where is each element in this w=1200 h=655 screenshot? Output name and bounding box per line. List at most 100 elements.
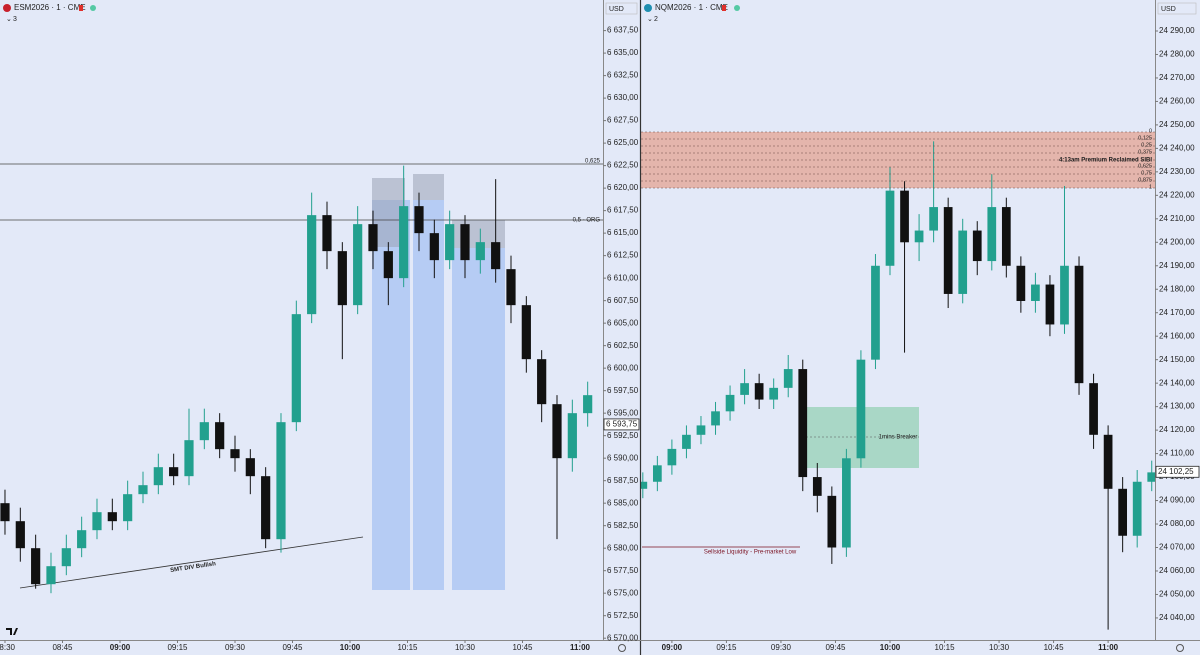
candles [0, 131, 1155, 630]
x-tick-label: 11:00 [1098, 643, 1119, 652]
candle-body [943, 207, 953, 294]
y-tick-label: 24 260,00 [1159, 97, 1195, 106]
y-tick-label: 6 587,50 [607, 476, 639, 485]
candle-body [521, 305, 531, 360]
x-tick-label: 10:30 [455, 643, 476, 652]
x-tick-label: 11:00 [570, 643, 591, 652]
y-tick-label: 6 570,00 [607, 633, 639, 642]
candle-body [1045, 284, 1055, 325]
y-tick-label: 6 637,50 [607, 26, 639, 35]
currency-box[interactable] [605, 2, 638, 15]
candle-body [1147, 472, 1155, 482]
fib-level-label: 0 [1149, 128, 1152, 134]
candle-body [871, 265, 880, 360]
candle-body [15, 521, 25, 549]
x-tick-label: 10:00 [340, 643, 361, 652]
x-tick-label: 09:00 [110, 643, 131, 652]
y-tick-label: 6 617,50 [607, 206, 639, 215]
candle-body [506, 269, 516, 306]
candle-body [972, 230, 982, 262]
candle-body [827, 495, 837, 548]
y-tick-label: 6 577,50 [607, 566, 639, 575]
candle-body [245, 458, 255, 477]
fib-level-label: 0,875 [1138, 177, 1152, 183]
y-tick-label: 6 572,50 [607, 611, 639, 620]
x-tick-label: 10:00 [880, 643, 901, 652]
symbol-icon [3, 4, 11, 12]
indicator-count: 3 [13, 16, 17, 23]
y-tick-label: 6 632,50 [607, 71, 639, 80]
y-tick-label: 24 180,00 [1159, 284, 1195, 293]
candle-body [1103, 434, 1113, 489]
candle-body [740, 383, 749, 395]
candle-body [1016, 265, 1026, 301]
candle-body [291, 314, 301, 423]
breaker-label: 1mins Breaker [879, 435, 918, 441]
candle-body [1089, 383, 1098, 435]
price-axis [1155, 0, 1200, 640]
candle-body [652, 465, 662, 482]
price-axis [603, 0, 640, 640]
x-tick-label: 09:45 [282, 643, 303, 652]
fib-level-label: 0,25 [1141, 142, 1152, 148]
candle-body [552, 404, 562, 459]
candle-body [711, 411, 720, 426]
y-tick-label: 24 230,00 [1159, 167, 1195, 176]
x-tick-label: 10:15 [935, 643, 956, 652]
candle-body [77, 530, 87, 549]
y-tick-label: 24 050,00 [1159, 590, 1195, 599]
candle-body [475, 242, 485, 261]
last-price-label: 6 593,75 [606, 420, 638, 429]
y-tick-label: 6 597,50 [607, 386, 639, 395]
y-tick-label: 6 602,50 [607, 341, 639, 350]
fib-level-label: 0,625 [1138, 163, 1152, 169]
candle-body [460, 224, 470, 261]
candle-body [184, 440, 194, 477]
symbol: NQM2026 · 1 · CME [655, 3, 728, 12]
symbol-icon [644, 4, 652, 12]
y-tick-label: 6 592,50 [607, 431, 639, 440]
range-box [413, 174, 444, 200]
candle-body [322, 215, 332, 252]
candle-body [169, 467, 179, 477]
flag-icon [722, 5, 726, 11]
x-tick-label: 08:45 [52, 643, 73, 652]
candle-body [491, 242, 501, 270]
x-tick-label: 09:30 [771, 643, 792, 652]
x-tick-label: 08:30 [0, 643, 16, 652]
indicator-count: 2 [654, 16, 658, 23]
x-tick-label: 10:45 [512, 643, 533, 652]
settings-icon[interactable] [1176, 644, 1184, 652]
candle-body [641, 481, 648, 489]
x-tick-label: 10:30 [989, 643, 1010, 652]
y-tick-label: 24 140,00 [1159, 378, 1195, 387]
status-dot [734, 5, 740, 11]
candle-body [353, 224, 363, 306]
fib-level-label: 1 [1149, 184, 1152, 190]
candle-body [567, 413, 577, 459]
candle-body [583, 395, 593, 414]
position-box [413, 200, 444, 590]
symbol: ESM2026 · 1 · CME [14, 3, 86, 12]
candle-body [725, 394, 735, 412]
candle-body [1074, 265, 1084, 384]
currency-box[interactable] [1157, 2, 1197, 15]
axes: 6 570,00 6 572,50 6 575,00 6 577,50 6 580,00… [0, 26, 1200, 652]
y-tick-label: 24 190,00 [1159, 261, 1195, 270]
candle-body [230, 449, 240, 459]
candle-body [61, 548, 71, 567]
y-tick-label: 6 600,00 [607, 363, 639, 372]
candle-body [798, 369, 808, 478]
settings-icon[interactable] [618, 644, 626, 652]
candle-body [914, 230, 924, 243]
y-tick-label: 24 080,00 [1159, 519, 1195, 528]
y-tick-label: 24 280,00 [1159, 50, 1195, 59]
candle-body [107, 512, 117, 522]
candle-body [900, 190, 909, 243]
candle-body [696, 425, 706, 435]
last-price-label: 24 102,25 [1158, 467, 1194, 476]
y-tick-label: 6 590,00 [607, 453, 639, 462]
y-tick-label: 24 270,00 [1159, 73, 1195, 82]
candle-body [261, 476, 271, 540]
